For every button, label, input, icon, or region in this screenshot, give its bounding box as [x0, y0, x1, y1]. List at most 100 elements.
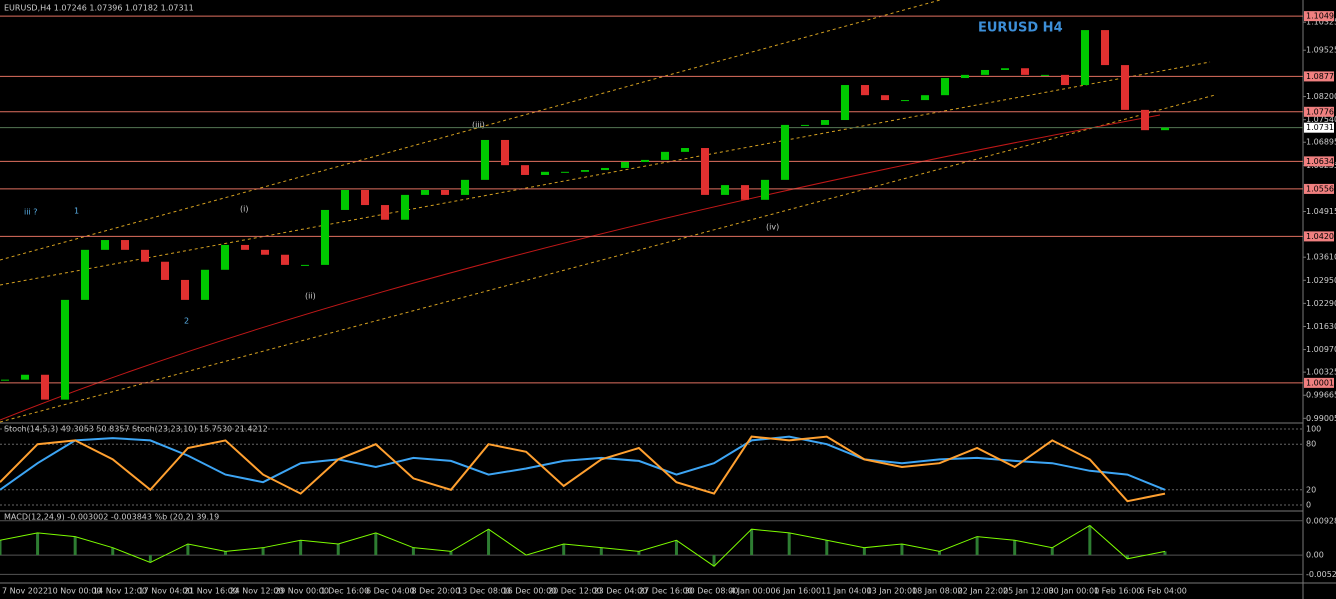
level-tag	[1304, 11, 1334, 22]
candle	[201, 269, 209, 300]
candle	[601, 167, 609, 171]
candle	[161, 261, 169, 280]
x-tick-label: 6 Feb 04:00	[1140, 587, 1187, 596]
macd-tick-label: -0.005216	[1306, 570, 1336, 579]
level-label: 1.08776	[1306, 72, 1336, 81]
y-tick-label: 0.99005	[1306, 414, 1336, 423]
channel-lines	[0, 0, 1216, 423]
y-tick-label: 1.09525	[1306, 46, 1336, 55]
candle	[681, 148, 689, 152]
stoch-line	[0, 435, 1166, 491]
level-label: 1.05561	[1306, 184, 1336, 193]
level-tag	[1304, 156, 1334, 167]
wave-label: (iii)	[472, 121, 485, 130]
candle	[1141, 109, 1149, 131]
candle	[1041, 74, 1049, 76]
candle	[401, 194, 409, 220]
candle	[121, 240, 129, 250]
candle	[781, 124, 789, 180]
candle	[81, 249, 89, 300]
y-tick-label: 1.01630	[1306, 322, 1336, 331]
wave-label: (ii)	[305, 292, 316, 301]
candle	[1, 379, 9, 381]
y-tick-label: 1.03610	[1306, 253, 1336, 262]
candle	[621, 162, 629, 168]
y-tick-label: 1.00325	[1306, 368, 1336, 377]
y-tick-label: 0.99665	[1306, 391, 1336, 400]
candle	[421, 190, 429, 195]
candle	[281, 254, 289, 265]
candle	[1161, 127, 1169, 131]
x-tick-label: 4 Jan 00:00	[730, 587, 776, 596]
level-label: 1.10499	[1306, 12, 1336, 21]
level-label: 1.00018	[1306, 378, 1336, 387]
candle	[481, 139, 489, 180]
level-tag	[1304, 183, 1334, 194]
x-tick-label: 13 Dec 08:00	[457, 587, 511, 596]
x-tick-label: 1 Dec 16:00	[321, 587, 370, 596]
x-tick-label: 7 Nov 2022	[2, 587, 48, 596]
y-tick-label: 1.02290	[1306, 299, 1336, 308]
stoch-tick-label: 100	[1306, 425, 1321, 434]
x-tick-label: 22 Jan 22:00	[958, 587, 1009, 596]
level-label: 1.07765	[1306, 107, 1336, 116]
wave-label: iii ?	[24, 208, 37, 217]
candle	[641, 159, 649, 163]
candle	[321, 209, 329, 265]
candle	[801, 124, 809, 126]
level-label: 1.04204	[1306, 232, 1336, 241]
level-tag	[1304, 71, 1334, 82]
chart-title: EURUSD H4	[978, 21, 1063, 36]
price-tag	[1304, 122, 1334, 133]
macd-header: MACD(12,24,9) -0.003002 -0.003843 %b (20…	[4, 513, 219, 522]
candle	[561, 171, 569, 173]
candle	[921, 95, 929, 101]
candle	[941, 78, 949, 96]
header: EURUSD,H4 1.07246 1.07396 1.07182 1.0731…	[4, 4, 194, 13]
channel-line	[0, 0, 941, 261]
x-tick-label: 29 Nov 00:00	[275, 587, 329, 596]
candle	[1121, 65, 1129, 110]
candle	[441, 190, 449, 195]
macd-tick-label: 0.009285	[1306, 516, 1336, 525]
candle	[1101, 30, 1109, 66]
y-tick-label: 1.10325	[1306, 18, 1336, 27]
stoch-header: Stoch(14,5,3) 49.3053 50.8357 Stoch(23,2…	[4, 425, 268, 434]
candle	[881, 95, 889, 101]
x-tick-label: 17 Nov 04:00	[139, 587, 193, 596]
candle	[741, 185, 749, 200]
x-tick-label: 16 Dec 00:00	[503, 587, 557, 596]
candle	[821, 120, 829, 125]
x-tick-label: 6 Jan 16:00	[776, 587, 822, 596]
x-tick-label: 11 Jan 04:00	[821, 587, 872, 596]
candle	[761, 179, 769, 200]
candle	[721, 185, 729, 195]
macd-tick-label: 0.00	[1306, 551, 1324, 560]
x-tick-label: 30 Dec 08:00	[685, 587, 739, 596]
wave-label: (iv)	[766, 223, 779, 232]
candle	[1061, 74, 1069, 86]
stoch-tick-label: 80	[1306, 440, 1316, 449]
level-tag	[1304, 106, 1334, 117]
level-tag	[1304, 231, 1334, 242]
candle	[1001, 68, 1009, 70]
level-label: 1.06348	[1306, 157, 1336, 166]
channel-line	[0, 61, 1211, 286]
candle	[381, 205, 389, 220]
macd-line	[0, 524, 1166, 567]
candle	[341, 190, 349, 210]
stoch-line	[0, 435, 1166, 503]
level-tag	[1304, 377, 1334, 388]
x-tick-label: 30 Jan 00:00	[1049, 587, 1100, 596]
candle	[101, 240, 109, 250]
stoch-tick-label: 20	[1306, 485, 1316, 494]
candle	[141, 249, 149, 262]
x-tick-label: 10 Nov 00:00	[48, 587, 102, 596]
candle	[261, 249, 269, 255]
x-tick-label: 21 Nov 16:00	[184, 587, 238, 596]
stoch-tick-label: 0	[1306, 501, 1311, 510]
y-tick-label: 1.00970	[1306, 345, 1336, 354]
candle	[221, 244, 229, 270]
x-tick-label: 24 Nov 12:00	[230, 587, 284, 596]
